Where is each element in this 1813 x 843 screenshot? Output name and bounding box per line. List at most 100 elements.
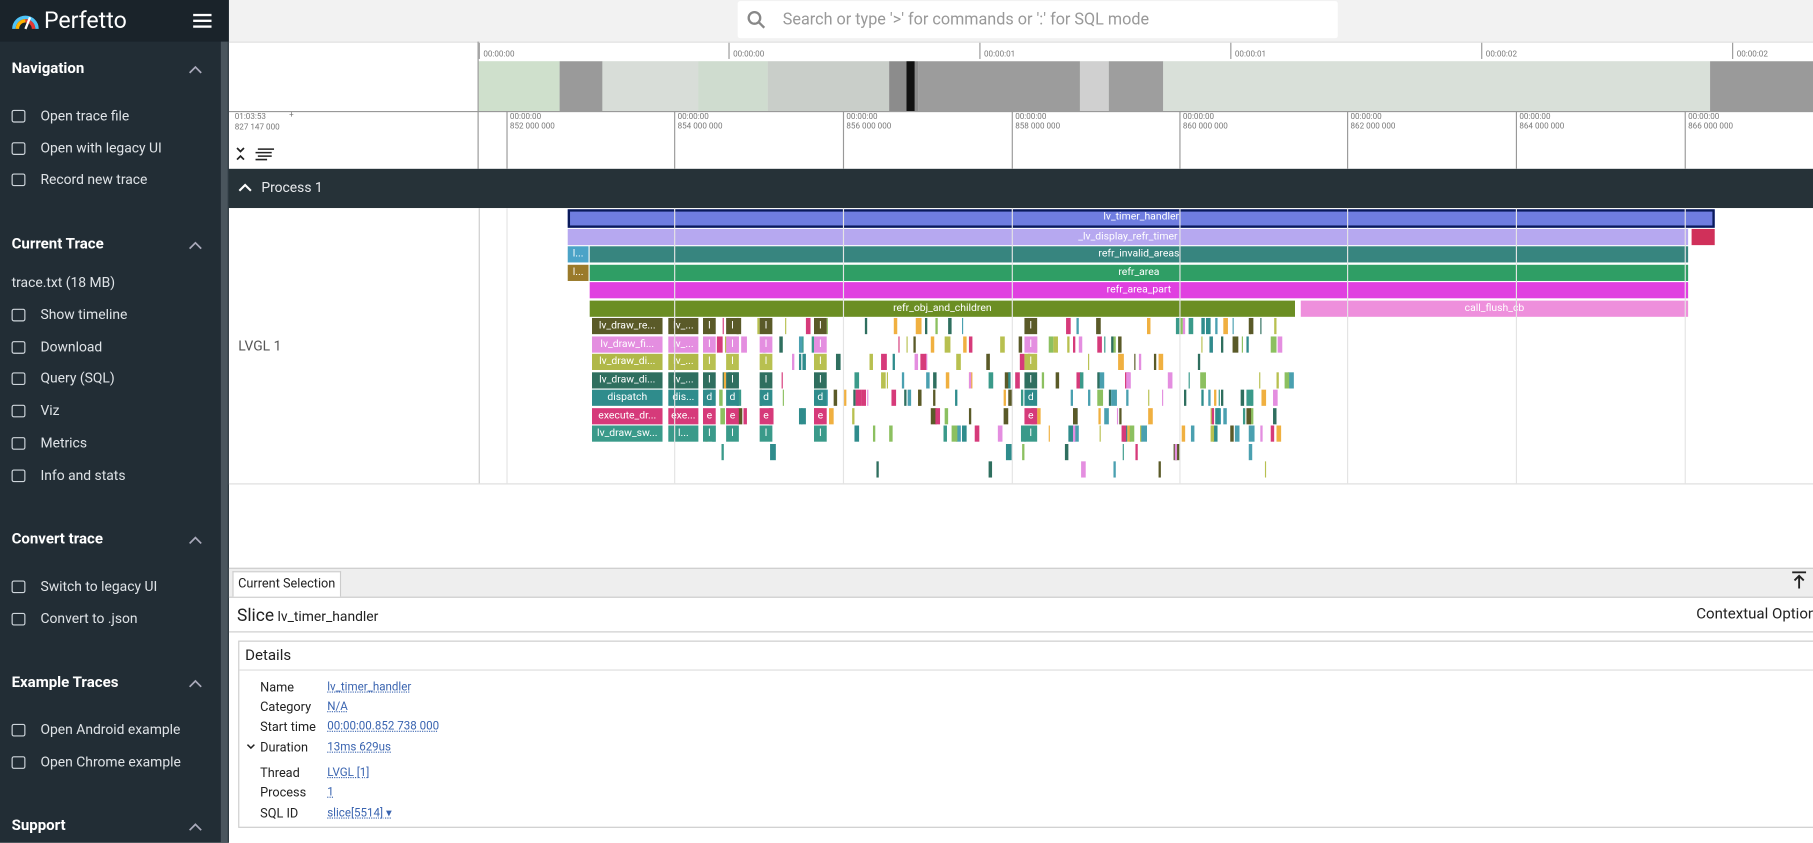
slice-sliver[interactable] [1019, 353, 1025, 370]
overview-bar[interactable] [478, 61, 1813, 111]
slice-sliver[interactable] [1072, 407, 1079, 424]
slice[interactable]: lv_... [668, 335, 699, 353]
slice[interactable]: _lv_display_refr_timer [567, 228, 1689, 245]
slice-sliver[interactable] [1133, 353, 1135, 370]
slice-sliver[interactable] [781, 371, 783, 388]
slice-sliver[interactable] [792, 353, 795, 370]
slice-sliver[interactable] [887, 371, 889, 388]
slice-sliver[interactable] [873, 425, 876, 442]
slice-sliver[interactable] [1068, 425, 1074, 442]
slice-sliver[interactable] [975, 425, 980, 442]
nav-item[interactable]: Query (SQL) [40, 370, 115, 387]
slice-sliver[interactable] [1248, 425, 1255, 442]
slice-sliver[interactable] [1233, 335, 1239, 353]
slice-sliver[interactable] [1229, 425, 1234, 442]
slice-sliver[interactable] [1188, 371, 1190, 388]
slice-sliver[interactable] [1066, 317, 1071, 335]
slice-sliver[interactable] [1097, 389, 1103, 406]
slice-sliver[interactable] [925, 317, 928, 335]
slice-sliver[interactable] [834, 389, 838, 406]
slice[interactable]: l [726, 317, 739, 335]
slice-sliver[interactable] [867, 389, 869, 406]
slice-sliver[interactable] [1246, 407, 1252, 424]
slice[interactable]: exe... [668, 407, 699, 424]
slice-sliver[interactable] [944, 425, 947, 442]
slice-sliver[interactable] [1259, 317, 1262, 335]
slice[interactable]: refr_area_part [589, 282, 1689, 299]
detail-value[interactable]: 13ms 629us [327, 741, 392, 754]
slice[interactable]: lv_timer_handler [567, 209, 1715, 228]
slice-sliver[interactable] [908, 389, 912, 406]
slice[interactable]: lv_... [668, 353, 699, 370]
process-header[interactable]: Process 1 [228, 168, 1813, 209]
slice-sliver[interactable] [1053, 335, 1058, 353]
slice-sliver[interactable] [1097, 371, 1100, 388]
slice[interactable]: l [703, 371, 716, 388]
nav-item[interactable]: Viz [40, 402, 60, 419]
slice-sliver[interactable] [853, 389, 857, 406]
slice-sliver[interactable] [1098, 371, 1105, 388]
slice-sliver[interactable] [1076, 371, 1081, 388]
slice-sliver[interactable] [1248, 317, 1252, 335]
slice-sliver[interactable] [1215, 407, 1220, 424]
slice-sliver[interactable] [1276, 371, 1279, 388]
slice-sliver[interactable] [893, 317, 897, 335]
slice[interactable]: l [1024, 317, 1038, 335]
slice-sliver[interactable] [1055, 371, 1060, 388]
slice-sliver[interactable] [1036, 407, 1042, 424]
section-title[interactable]: Support [11, 817, 66, 835]
slice-sliver[interactable] [1138, 353, 1142, 370]
slice[interactable]: l [1024, 425, 1038, 442]
slice-sliver[interactable] [1200, 317, 1205, 335]
slice[interactable]: refr_area [589, 264, 1689, 281]
slice-sliver[interactable] [948, 317, 952, 335]
slice-sliver[interactable] [1168, 371, 1173, 388]
slice[interactable]: d [726, 389, 739, 406]
slice-sliver[interactable] [1246, 389, 1252, 406]
slice-sliver[interactable] [1118, 353, 1124, 370]
scrollbar[interactable] [220, 41, 228, 843]
slice-sliver[interactable] [717, 335, 724, 353]
slice[interactable]: e [703, 407, 716, 424]
slice[interactable]: d [1024, 389, 1038, 406]
slice-sliver[interactable] [963, 335, 968, 353]
slice-sliver[interactable] [988, 371, 994, 388]
slice[interactable]: l [1024, 353, 1038, 370]
slice-sliver[interactable] [720, 407, 725, 424]
slice-sliver[interactable] [1048, 425, 1050, 442]
slice-sliver[interactable] [988, 461, 992, 478]
slice-sliver[interactable] [1126, 389, 1129, 406]
slice[interactable]: dis... [668, 389, 699, 406]
slice-sliver[interactable] [1270, 335, 1277, 353]
slice-sliver[interactable] [1184, 389, 1186, 406]
section-title[interactable]: Navigation [11, 60, 85, 78]
expand-chevron[interactable] [246, 743, 255, 750]
slice-sliver[interactable] [868, 353, 873, 370]
nav-item[interactable]: Info and stats [40, 466, 126, 483]
slice-sliver[interactable] [968, 407, 972, 424]
slice-sliver[interactable] [1276, 425, 1282, 442]
slice-sliver[interactable] [1213, 425, 1218, 442]
slice-sliver[interactable] [828, 407, 834, 424]
slice[interactable]: l [726, 371, 739, 388]
slice-sliver[interactable] [1214, 389, 1217, 406]
slice-sliver[interactable] [1042, 371, 1044, 388]
slice-sliver[interactable] [844, 389, 846, 406]
slice-sliver[interactable] [1008, 371, 1011, 388]
slice-sliver[interactable] [861, 389, 866, 406]
slice[interactable]: l [1024, 371, 1038, 388]
slice-sliver[interactable] [722, 443, 725, 460]
section-title[interactable]: Example Traces [11, 674, 119, 692]
slice-sliver[interactable] [1190, 425, 1195, 442]
slice[interactable]: dispatch [592, 389, 663, 406]
slice-sliver[interactable] [1076, 317, 1079, 335]
slice[interactable]: e [1024, 407, 1038, 424]
slice-sliver[interactable] [1141, 425, 1147, 442]
slice-sliver[interactable] [880, 353, 887, 370]
slice[interactable]: l [1024, 335, 1038, 353]
slice-sliver[interactable] [1126, 371, 1132, 388]
slice-sliver[interactable] [1108, 389, 1112, 406]
slice-sliver[interactable] [944, 407, 949, 424]
slice-sliver[interactable] [1277, 335, 1282, 353]
slice-sliver[interactable] [1258, 371, 1261, 388]
